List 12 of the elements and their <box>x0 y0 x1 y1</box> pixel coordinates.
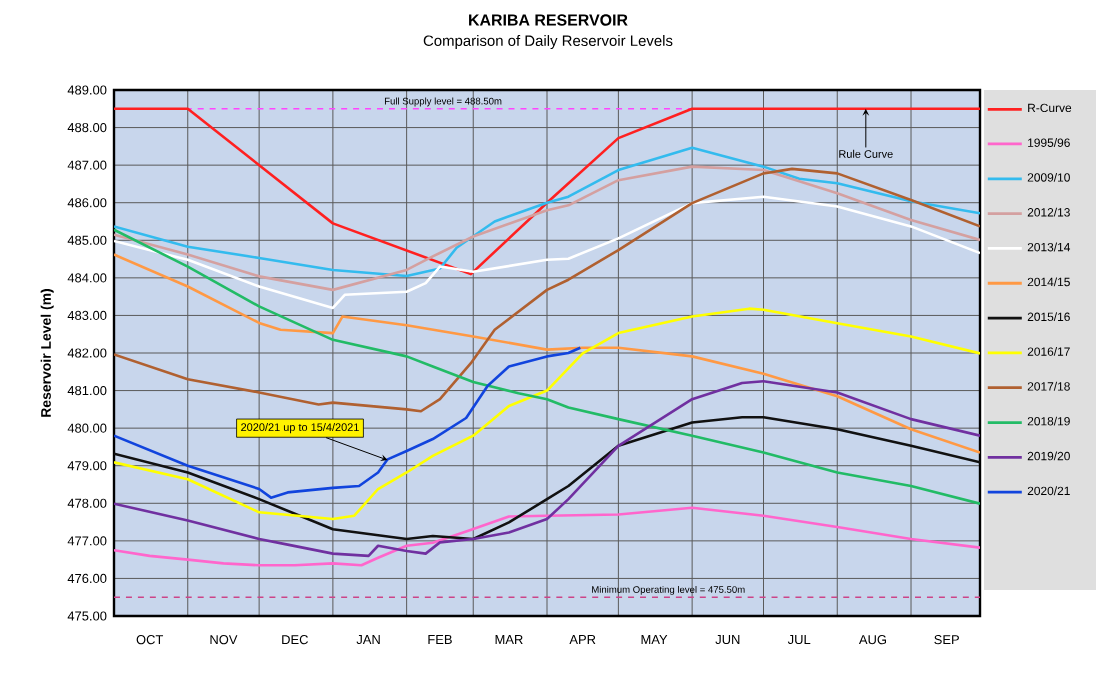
line-series <box>114 146 981 278</box>
line-series <box>114 506 981 567</box>
line-series <box>114 228 981 505</box>
line-series <box>114 253 981 454</box>
line-series <box>114 415 981 541</box>
line-series <box>114 195 981 310</box>
line-series <box>114 346 582 499</box>
line-series <box>114 379 981 558</box>
line-series <box>114 167 981 413</box>
line-series <box>114 307 981 521</box>
line-series <box>114 107 981 276</box>
line-series <box>114 165 981 292</box>
